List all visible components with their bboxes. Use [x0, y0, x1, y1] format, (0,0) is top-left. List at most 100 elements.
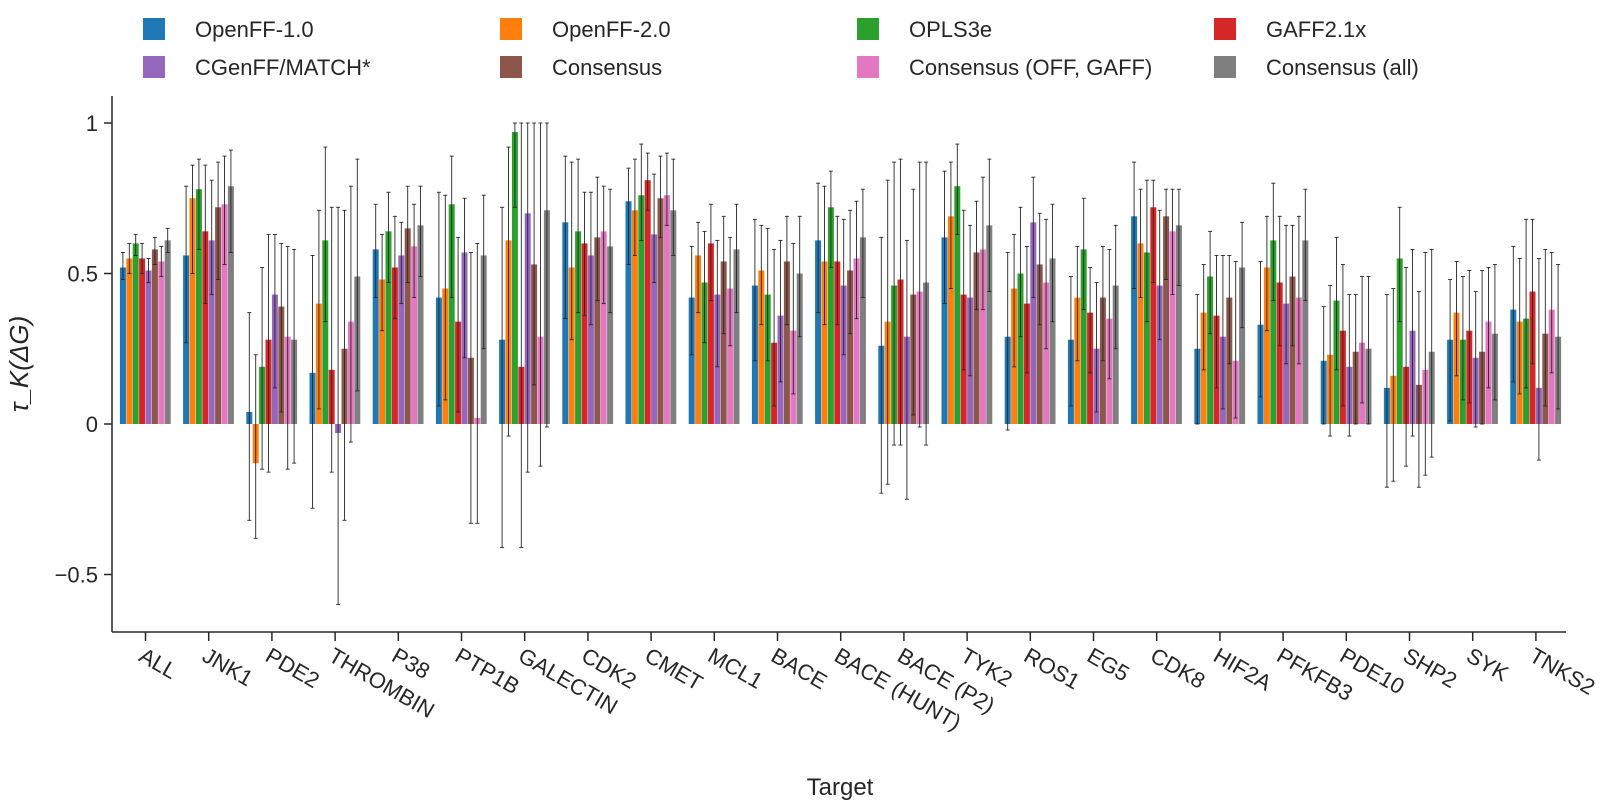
error-bar: [538, 122, 543, 467]
error-bar: [1397, 206, 1402, 323]
error-bar: [1012, 233, 1017, 368]
legend-swatch: [143, 56, 165, 78]
bar: [379, 279, 386, 424]
bar: [575, 231, 582, 424]
bar: [1169, 231, 1176, 424]
legend-item: GAFF2.1x: [1214, 17, 1366, 42]
error-bar: [1296, 215, 1301, 365]
error-bar: [1556, 264, 1561, 410]
error-bar: [1075, 245, 1080, 362]
error-bar: [1543, 248, 1548, 407]
error-bar: [942, 170, 947, 305]
bar: [189, 198, 196, 424]
error-bar: [1233, 261, 1238, 419]
error-bar: [1201, 264, 1206, 371]
error-bar: [184, 185, 189, 344]
legend-swatch: [857, 18, 879, 40]
bar: [151, 249, 158, 424]
legend: OpenFF-1.0 OpenFF-2.0 OPLS3e GAFF2.1x CGenFF…: [143, 17, 1419, 80]
bars-layer: [119, 132, 1562, 464]
bar: [1263, 267, 1270, 424]
error-bar: [1340, 264, 1345, 407]
bar: [385, 231, 392, 424]
bar: [1239, 267, 1246, 424]
error-bar: [1176, 188, 1181, 286]
bar: [448, 204, 455, 424]
legend-label: Consensus: [552, 55, 662, 80]
error-bar: [1271, 182, 1276, 302]
legend-item: OpenFF-1.0: [143, 17, 314, 42]
error-bar: [228, 149, 233, 253]
error-bar: [702, 230, 707, 344]
bar: [164, 240, 171, 424]
error-bar: [1151, 179, 1156, 283]
bar: [1175, 225, 1182, 424]
error-bar: [253, 354, 258, 539]
bar: [941, 237, 948, 424]
error-bar: [1391, 288, 1396, 482]
bar: [733, 249, 740, 424]
error-bar: [1423, 251, 1428, 476]
bar: [663, 195, 670, 424]
error-bar: [689, 245, 694, 356]
error-bar: [152, 236, 157, 265]
error-bars-layer: [120, 122, 1561, 606]
bar: [398, 255, 405, 424]
error-bar: [405, 185, 410, 283]
error-bar: [948, 161, 953, 289]
error-bar: [1524, 218, 1529, 389]
bar: [657, 198, 664, 424]
error-bar: [892, 161, 897, 446]
bar: [1276, 282, 1283, 424]
x-tick-label: TNKS2: [1525, 643, 1599, 700]
error-bar: [1220, 254, 1225, 410]
bar: [1049, 258, 1056, 424]
error-bar: [222, 155, 227, 265]
bar: [783, 261, 790, 424]
bar: [208, 240, 215, 424]
legend-label: OpenFF-2.0: [552, 17, 671, 42]
error-bar: [632, 158, 637, 256]
error-bar: [159, 245, 164, 277]
y-axis-label: τ_K(ΔG): [4, 316, 34, 413]
error-bar: [209, 179, 214, 296]
error-bar: [664, 152, 669, 226]
bar: [587, 255, 594, 424]
error-bar: [1113, 224, 1118, 350]
error-bar: [380, 233, 385, 332]
bar: [607, 246, 614, 424]
error-bar: [292, 248, 297, 464]
bar: [391, 267, 398, 424]
legend-item: OpenFF-2.0: [500, 17, 671, 42]
error-bar: [449, 155, 454, 299]
legend-label: OpenFF-1.0: [195, 17, 314, 42]
error-bar: [569, 161, 574, 341]
error-bar: [1157, 209, 1162, 341]
error-bar: [247, 312, 252, 521]
legend-swatch: [1214, 56, 1236, 78]
error-bar: [1429, 248, 1434, 458]
bar: [411, 246, 418, 424]
y-tick-label: 0.5: [67, 262, 98, 287]
bar: [631, 210, 638, 424]
error-bar: [500, 206, 505, 548]
error-bar: [1486, 267, 1491, 389]
error-bar: [1454, 261, 1459, 377]
error-bar: [1517, 258, 1522, 395]
error-bar: [715, 239, 720, 368]
error-bar: [885, 179, 890, 485]
bar: [322, 240, 329, 424]
bar: [644, 180, 651, 424]
bar: [796, 273, 803, 424]
bar: [1030, 222, 1037, 424]
legend-swatch: [857, 56, 879, 78]
error-bar: [323, 146, 328, 323]
error-bar: [462, 197, 467, 359]
bar: [126, 258, 133, 424]
bar: [670, 210, 677, 424]
x-tick-label: ALL: [135, 643, 181, 684]
x-tick-label: MCL1: [704, 643, 767, 694]
bar: [758, 270, 765, 424]
error-bar: [133, 233, 138, 256]
